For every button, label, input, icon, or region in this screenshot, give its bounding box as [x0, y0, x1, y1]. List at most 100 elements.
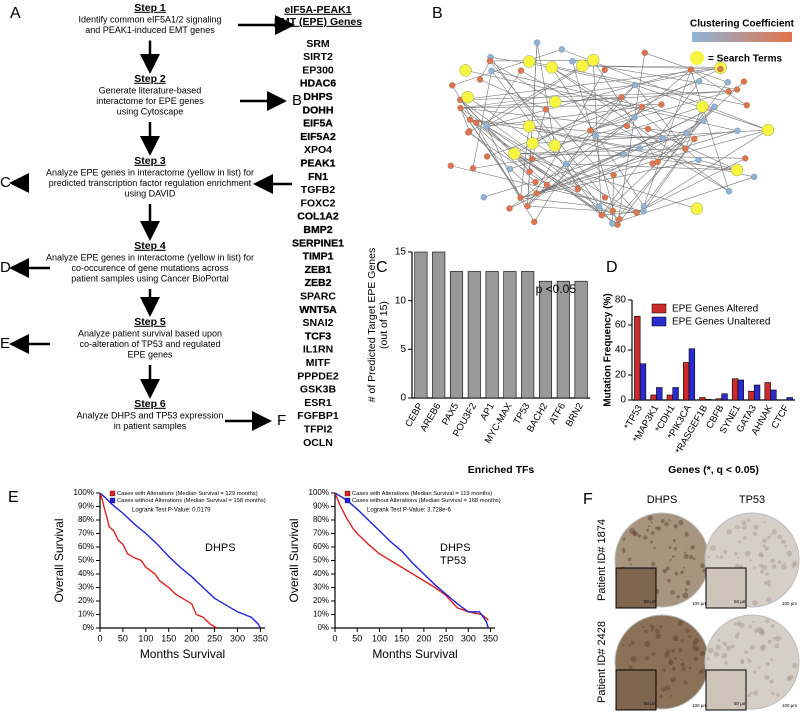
tissue-texture [688, 635, 692, 639]
network-edge [479, 60, 491, 80]
tissue-texture [688, 666, 692, 670]
x-tick-label: 150 [394, 633, 409, 643]
x-axis-label: Months Survival [372, 647, 457, 661]
bar [449, 271, 464, 399]
y-tick-label: 80% [78, 515, 94, 524]
network-edge [486, 126, 521, 198]
tissue-texture [673, 547, 678, 551]
gene-name: SNAI2 [303, 317, 334, 329]
tissue-texture [738, 540, 742, 544]
y-tick-label: 30% [78, 583, 94, 592]
network-node [558, 46, 565, 53]
gene-name: HDAC6 [300, 78, 336, 90]
x-tick-label: 350 [253, 633, 268, 643]
step-title: Step 1 [134, 2, 166, 14]
tissue-texture [710, 545, 716, 551]
tissue-texture [762, 544, 766, 548]
network-edge [529, 61, 747, 106]
bar [672, 387, 679, 401]
tissue-texture [650, 531, 655, 535]
inset [615, 669, 657, 711]
bar [538, 280, 553, 399]
tissue-texture [735, 524, 740, 530]
legend-label: Cases without Alterations (Median Surviv… [117, 498, 266, 504]
tissue-texture [670, 694, 673, 697]
tissue-texture [753, 670, 757, 674]
network-node [461, 90, 474, 104]
network-edge [551, 67, 730, 192]
network-node [533, 190, 540, 197]
y-tick-label: 0% [82, 623, 94, 632]
network-edge [460, 67, 724, 101]
tissue-texture [656, 526, 662, 531]
network-node [480, 194, 487, 201]
bar [485, 271, 499, 399]
network-node [636, 145, 643, 152]
tissue-texture [760, 569, 764, 574]
gene-name: SERPINE1 [292, 237, 344, 249]
tissue-texture [771, 564, 777, 569]
x-tick-label: 100 [372, 633, 387, 643]
tissue-texture [764, 546, 769, 551]
x-axis-label: Enriched TFs [468, 464, 535, 476]
network-node [724, 79, 731, 86]
bar [656, 387, 663, 401]
tissue-texture [706, 657, 710, 661]
tissue-texture [746, 658, 750, 661]
y-tick-label: 5 [400, 344, 406, 355]
network-edge [644, 52, 728, 83]
gene-name: EIF5A2 [300, 131, 336, 143]
network-edge [470, 119, 663, 139]
network-edge [577, 120, 704, 190]
tissue-texture [680, 570, 684, 575]
gene-name: WNT5A [299, 304, 337, 316]
tissue-texture [744, 550, 751, 557]
tissue-texture [792, 662, 798, 669]
tissue-texture [689, 555, 694, 560]
tissue-texture [692, 645, 698, 651]
gene-name: PPPDE2 [297, 370, 339, 382]
tissue-texture [630, 656, 637, 662]
legend-swatch [651, 316, 667, 327]
network-node [700, 117, 707, 124]
step-ref: E [0, 335, 10, 352]
network-edge [536, 42, 556, 146]
network-node [542, 106, 549, 113]
network-edge [460, 107, 470, 132]
network-edge [582, 65, 721, 70]
tissue-texture [633, 533, 636, 537]
network-edge [520, 70, 730, 192]
step-text: EPE genes [127, 349, 173, 359]
tissue-texture [660, 519, 665, 524]
tissue-texture [673, 524, 678, 529]
network-node [532, 178, 539, 186]
tissue-texture [628, 643, 632, 647]
step-text: Analyze EPE genes in interactome (yellow… [46, 167, 254, 177]
tissue-texture [716, 555, 719, 558]
tissue-texture [786, 676, 792, 682]
y-tick-label: 10% [78, 610, 94, 619]
network-edge [479, 79, 546, 110]
network-node [614, 221, 621, 228]
tissue-texture [740, 660, 745, 664]
network-edge [520, 197, 600, 207]
network-node [633, 209, 640, 216]
legend-swatch [651, 303, 667, 314]
network-edge [486, 126, 637, 214]
tissue-texture [680, 662, 685, 667]
network-node [640, 208, 647, 215]
network-node [644, 125, 652, 133]
network-node [717, 65, 724, 73]
gene-name: TIMP1 [303, 251, 334, 263]
network-edge [460, 91, 729, 109]
tissue-texture [665, 566, 670, 571]
gene-name: SIRT2 [303, 51, 333, 63]
tissue-texture [651, 561, 656, 567]
y-tick-label: 100% [74, 488, 94, 497]
gene-name: GSK3B [300, 384, 337, 396]
bar [556, 280, 570, 399]
bar [737, 379, 744, 401]
network-node [486, 57, 494, 65]
image-column: TP53 [739, 494, 765, 506]
